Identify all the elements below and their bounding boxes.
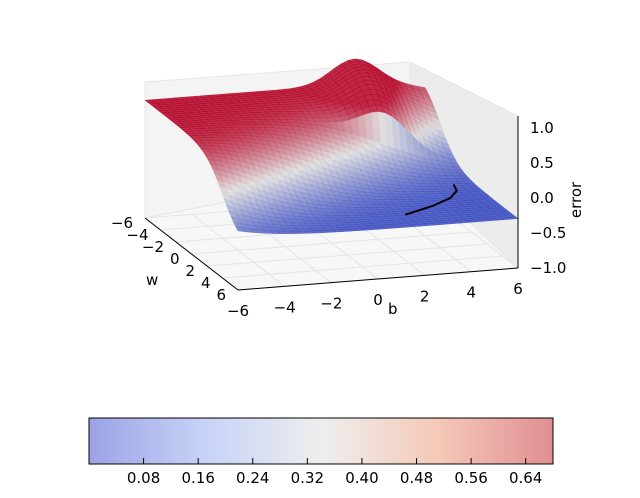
error-axis-label: error (567, 181, 585, 218)
w-tick-label: −4 (126, 226, 148, 244)
colorbar-tick-label: 0.40 (345, 469, 378, 487)
error-surface (144, 58, 519, 234)
b-axis-line (237, 267, 519, 291)
axis-lines (144, 116, 519, 291)
error-tick-label: 1.0 (530, 119, 554, 137)
b-tick-label: 0 (373, 291, 383, 309)
trajectory-path (404, 184, 458, 216)
error-tick-label: 0.0 (530, 189, 554, 207)
colorbar-ticks: 0.08 0.16 0.24 0.32 0.40 0.48 0.56 0.64 (127, 458, 542, 487)
b-tick-label: −4 (274, 298, 296, 316)
b-tick-label: 2 (420, 287, 430, 305)
colorbar-gradient (88, 417, 554, 465)
error-tick-label: 0.5 (530, 154, 554, 172)
colorbar: 0.08 0.16 0.24 0.32 0.40 0.48 0.56 0.64 (88, 417, 554, 487)
w-tick-label: 0 (170, 250, 180, 268)
w-tick-label: 4 (201, 274, 211, 292)
colorbar-tick-label: 0.48 (400, 469, 433, 487)
colorbar-tick-label: 0.08 (127, 469, 160, 487)
w-tick-label: 2 (185, 262, 195, 280)
colorbar-tick-label: 0.16 (181, 469, 214, 487)
b-tick-label: −6 (227, 302, 249, 320)
w-tick-label: −2 (142, 238, 164, 256)
w-axis-line (144, 217, 239, 291)
w-tick-label: 6 (216, 286, 226, 304)
colorbar-tick-label: 0.24 (236, 469, 269, 487)
colorbar-tick-label: 0.64 (509, 469, 542, 487)
b-tick-label: −2 (320, 295, 342, 313)
w-tick-label: −6 (111, 214, 133, 232)
colorbar-tick-label: 0.32 (291, 469, 324, 487)
b-tick-label: 6 (513, 280, 523, 298)
descent-trajectory (404, 184, 458, 216)
colorbar-tick-label: 0.56 (454, 469, 487, 487)
w-axis-label: w (146, 271, 158, 289)
b-tick-label: 4 (467, 284, 477, 302)
b-axis-label: b (388, 300, 398, 318)
error-tick-label: −0.5 (530, 224, 566, 242)
error-tick-label: −1.0 (530, 259, 566, 277)
